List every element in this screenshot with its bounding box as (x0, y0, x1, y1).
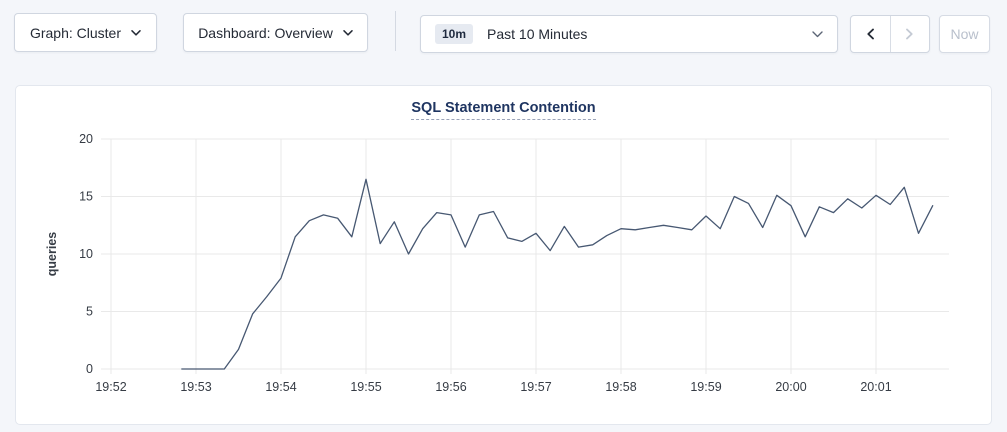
chevron-left-icon (866, 28, 875, 40)
svg-text:19:56: 19:56 (435, 380, 466, 394)
dashboard-dropdown[interactable]: Dashboard: Overview (183, 13, 368, 52)
graph-dropdown-label: Graph: Cluster (29, 24, 122, 41)
svg-text:20: 20 (79, 132, 93, 146)
svg-text:10: 10 (79, 247, 93, 261)
toolbar-divider (395, 11, 396, 51)
chevron-down-icon (131, 29, 141, 36)
dashboard-dropdown-label: Dashboard: Overview (198, 24, 333, 41)
svg-text:19:54: 19:54 (265, 380, 296, 394)
chevron-right-icon (905, 28, 914, 40)
chart-svg[interactable]: 0 5 10 15 20 19:52 19:53 19:54 19:55 19:56 19:57 19… (16, 116, 993, 426)
svg-text:20:01: 20:01 (860, 380, 891, 394)
chart-title[interactable]: SQL Statement Contention (411, 100, 596, 120)
now-button-label: Now (950, 26, 979, 42)
svg-text:19:57: 19:57 (520, 380, 551, 394)
chevron-down-icon (812, 30, 823, 38)
chevron-down-icon (343, 29, 353, 36)
chart-card: SQL Statement Contention 0 5 10 15 20 19:52 19… (15, 85, 992, 425)
svg-text:19:53: 19:53 (180, 380, 211, 394)
svg-text:19:52: 19:52 (95, 380, 126, 394)
svg-text:19:58: 19:58 (605, 380, 636, 394)
svg-text:15: 15 (79, 190, 93, 204)
svg-text:0: 0 (86, 362, 93, 376)
svg-text:19:55: 19:55 (350, 380, 381, 394)
chart-title-row: SQL Statement Contention (16, 99, 991, 121)
now-button[interactable]: Now (939, 15, 990, 53)
next-time-button[interactable] (891, 16, 930, 52)
toolbar: Graph: Cluster Dashboard: Overview 10m P… (0, 0, 1007, 70)
time-range-label: Past 10 Minutes (487, 26, 588, 42)
svg-text:20:00: 20:00 (775, 380, 806, 394)
svg-text:queries: queries (45, 232, 59, 277)
svg-text:19:59: 19:59 (690, 380, 721, 394)
time-range-badge: 10m (435, 24, 474, 44)
svg-text:5: 5 (86, 305, 93, 319)
time-step-buttons (850, 15, 930, 53)
graph-dropdown[interactable]: Graph: Cluster (14, 13, 157, 52)
previous-time-button[interactable] (851, 16, 891, 52)
time-range-selector[interactable]: 10m Past 10 Minutes (420, 15, 838, 53)
